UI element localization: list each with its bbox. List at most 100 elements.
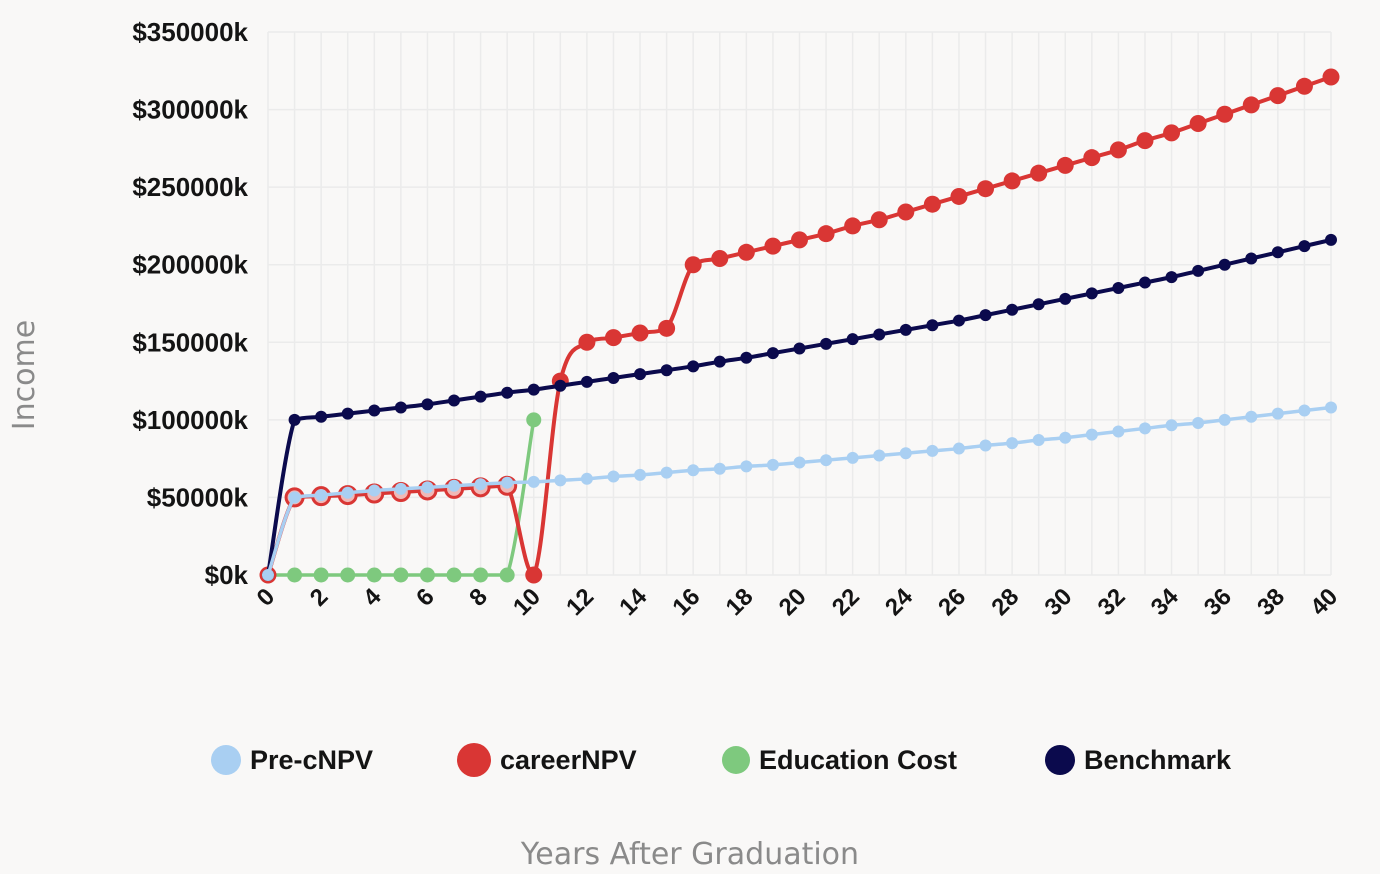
data-point-benchmark[interactable] [1218,258,1231,271]
data-point-benchmark[interactable] [1192,264,1205,277]
data-point-careernpv[interactable] [764,237,782,255]
data-point-benchmark[interactable] [315,410,328,423]
data-point-benchmark[interactable] [713,355,726,368]
data-point-pre-cnpv[interactable] [1271,407,1284,420]
data-point-education-cost[interactable] [340,567,356,583]
data-point-benchmark[interactable] [793,342,806,355]
data-point-benchmark[interactable] [899,323,912,336]
data-point-pre-cnpv[interactable] [766,458,779,471]
data-point-pre-cnpv[interactable] [421,481,434,494]
data-point-careernpv[interactable] [1109,141,1127,159]
data-point-careernpv[interactable] [844,217,862,235]
data-point-education-cost[interactable] [446,567,462,583]
data-point-careernpv[interactable] [870,211,888,229]
data-point-pre-cnpv[interactable] [315,489,328,502]
data-point-careernpv[interactable] [923,195,941,213]
data-point-pre-cnpv[interactable] [580,472,593,485]
data-point-education-cost[interactable] [393,567,409,583]
data-point-pre-cnpv[interactable] [1032,434,1045,447]
data-point-careernpv[interactable] [897,203,915,221]
data-point-benchmark[interactable] [474,390,487,403]
data-point-benchmark[interactable] [580,375,593,388]
data-point-education-cost[interactable] [287,567,303,583]
data-point-careernpv[interactable] [711,250,729,268]
data-point-pre-cnpv[interactable] [660,466,673,479]
data-point-benchmark[interactable] [501,386,514,399]
data-point-pre-cnpv[interactable] [1138,422,1151,435]
data-point-pre-cnpv[interactable] [262,569,274,581]
data-point-careernpv[interactable] [1163,124,1181,142]
data-point-education-cost[interactable] [499,567,515,583]
data-point-benchmark[interactable] [1271,246,1284,259]
data-point-benchmark[interactable] [448,394,461,407]
data-point-benchmark[interactable] [873,328,886,341]
data-point-education-cost[interactable] [366,567,382,583]
data-point-benchmark[interactable] [687,360,700,373]
data-point-benchmark[interactable] [554,379,567,392]
data-point-benchmark[interactable] [634,368,647,381]
data-point-pre-cnpv[interactable] [1165,419,1178,432]
data-point-careernpv[interactable] [977,180,995,198]
data-point-pre-cnpv[interactable] [634,468,647,481]
data-point-careernpv[interactable] [1269,87,1287,105]
data-point-careernpv[interactable] [604,329,622,347]
data-point-careernpv[interactable] [1003,172,1021,190]
data-point-benchmark[interactable] [846,333,859,346]
data-point-benchmark[interactable] [1085,287,1098,300]
data-point-careernpv[interactable] [950,187,968,205]
data-point-careernpv[interactable] [791,231,808,249]
data-point-benchmark[interactable] [1138,276,1151,289]
data-point-benchmark[interactable] [368,404,381,417]
data-point-benchmark[interactable] [421,398,434,411]
data-point-pre-cnpv[interactable] [1059,431,1072,444]
data-point-pre-cnpv[interactable] [1112,425,1125,438]
data-point-careernpv[interactable] [1189,115,1207,133]
data-point-pre-cnpv[interactable] [1218,413,1231,426]
data-point-careernpv[interactable] [1136,132,1154,150]
data-point-pre-cnpv[interactable] [341,486,354,499]
data-point-pre-cnpv[interactable] [527,475,540,488]
data-point-pre-cnpv[interactable] [687,464,700,477]
data-point-benchmark[interactable] [926,319,939,332]
data-point-pre-cnpv[interactable] [501,476,514,489]
data-point-pre-cnpv[interactable] [952,442,965,455]
data-point-benchmark[interactable] [288,413,301,426]
legend-item-benchmark[interactable]: Benchmark [1045,745,1232,775]
data-point-pre-cnpv[interactable] [607,470,620,483]
data-point-careernpv[interactable] [1030,164,1048,182]
data-point-careernpv[interactable] [737,243,755,261]
data-point-benchmark[interactable] [1006,303,1019,316]
data-point-pre-cnpv[interactable] [448,479,461,492]
data-point-careernpv[interactable] [1216,105,1234,123]
data-point-pre-cnpv[interactable] [846,451,859,464]
data-point-pre-cnpv[interactable] [368,484,381,497]
legend-item-education-cost[interactable]: Education Cost [722,745,957,775]
legend-item-pre-cnpv[interactable]: Pre-cNPV [211,745,373,775]
data-point-benchmark[interactable] [1325,233,1337,246]
data-point-benchmark[interactable] [527,383,540,396]
data-point-benchmark[interactable] [1032,298,1045,311]
data-point-pre-cnpv[interactable] [288,491,301,504]
data-point-education-cost[interactable] [419,567,435,583]
data-point-careernpv[interactable] [1083,149,1101,167]
data-point-pre-cnpv[interactable] [1245,410,1258,423]
data-point-benchmark[interactable] [740,351,753,364]
data-point-careernpv[interactable] [525,566,543,584]
data-point-careernpv[interactable] [658,319,676,337]
data-point-education-cost[interactable] [313,567,329,583]
data-point-benchmark[interactable] [820,337,833,350]
data-point-pre-cnpv[interactable] [1298,404,1311,417]
data-point-education-cost[interactable] [473,567,489,583]
data-point-benchmark[interactable] [660,364,673,377]
data-point-education-cost[interactable] [526,412,542,428]
data-point-benchmark[interactable] [341,407,354,420]
data-point-pre-cnpv[interactable] [394,482,407,495]
data-point-pre-cnpv[interactable] [793,456,806,469]
data-point-benchmark[interactable] [952,314,965,327]
data-point-benchmark[interactable] [607,371,620,384]
data-point-benchmark[interactable] [394,401,407,414]
data-point-careernpv[interactable] [684,256,702,274]
data-point-careernpv[interactable] [817,225,835,243]
data-point-pre-cnpv[interactable] [1325,401,1337,414]
data-point-careernpv[interactable] [1295,77,1313,95]
